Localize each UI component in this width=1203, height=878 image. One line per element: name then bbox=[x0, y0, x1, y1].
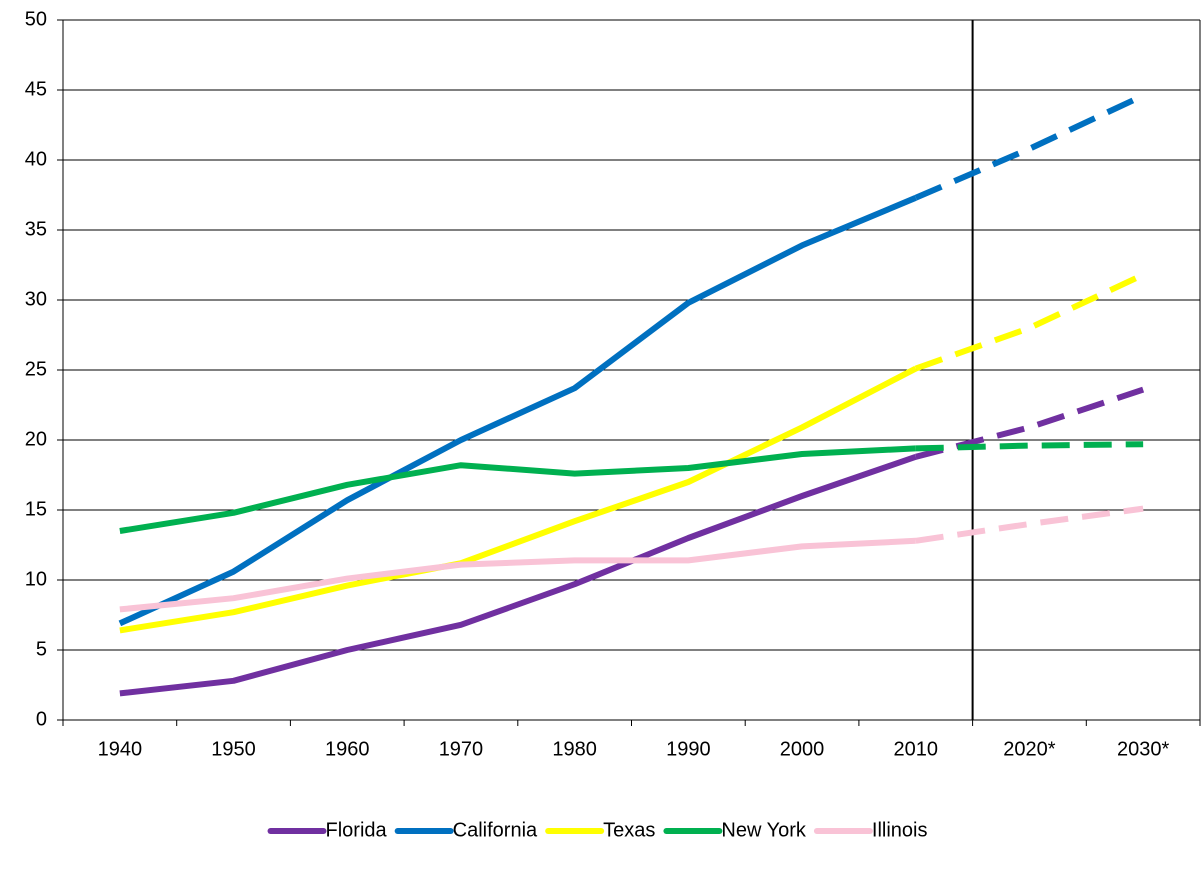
y-tick-label: 25 bbox=[25, 358, 47, 380]
y-tick-label: 45 bbox=[25, 78, 47, 100]
y-tick-label: 50 bbox=[25, 8, 47, 30]
x-tick-label: 1950 bbox=[211, 738, 256, 760]
y-tick-label: 5 bbox=[36, 638, 47, 660]
projected-line bbox=[915, 505, 1144, 544]
x-tick-label: 2020* bbox=[1003, 738, 1055, 760]
line bbox=[119, 537, 916, 613]
x-tick-label: 2010 bbox=[894, 738, 939, 760]
legend-label: Texas bbox=[603, 819, 655, 841]
y-tick-label: 40 bbox=[25, 148, 47, 170]
line bbox=[119, 365, 918, 634]
x-tick-label: 1970 bbox=[439, 738, 484, 760]
y-tick-label: 30 bbox=[25, 288, 47, 310]
line bbox=[119, 445, 916, 534]
projected-line bbox=[914, 92, 1145, 201]
y-tick-label: 35 bbox=[25, 218, 47, 240]
y-tick-label: 20 bbox=[25, 428, 47, 450]
x-tick-label: 2030* bbox=[1117, 738, 1169, 760]
line bbox=[118, 195, 917, 627]
x-tick-label: 2000 bbox=[780, 738, 825, 760]
y-tick-label: 15 bbox=[25, 498, 47, 520]
legend-label: Florida bbox=[326, 819, 388, 841]
x-tick-label: 1940 bbox=[98, 738, 143, 760]
legend-label: Illinois bbox=[872, 819, 928, 841]
line bbox=[119, 453, 917, 697]
projected-line bbox=[914, 272, 1145, 372]
legend-label: New York bbox=[721, 819, 806, 841]
x-tick-label: 1990 bbox=[666, 738, 711, 760]
projected-line bbox=[915, 441, 1144, 452]
x-tick-label: 1960 bbox=[325, 738, 370, 760]
x-tick-label: 1980 bbox=[552, 738, 597, 760]
y-tick-label: 0 bbox=[36, 708, 47, 730]
legend-label: California bbox=[453, 819, 538, 841]
y-tick-label: 10 bbox=[25, 568, 47, 590]
